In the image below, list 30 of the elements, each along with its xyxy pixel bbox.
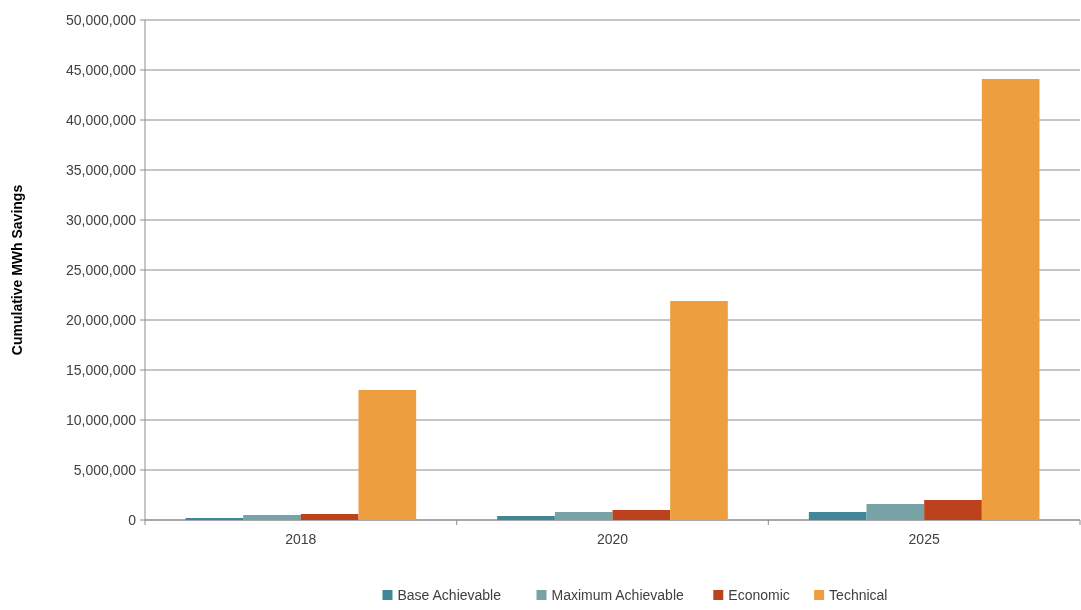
bar [243,515,301,520]
y-tick-label: 30,000,000 [65,211,137,228]
bar [924,500,982,520]
bar [981,79,1040,520]
legend-label: Technical [829,587,888,603]
bar [808,512,867,520]
y-tick-label: 20,000,000 [65,311,137,328]
x-tick-label: 2020 [596,531,629,547]
bar [300,514,359,520]
y-tick-label: 25,000,000 [65,261,137,278]
legend-label: Maximum Achievable [551,587,684,603]
bar [612,510,671,520]
bar [497,516,555,520]
x-tick-label: 2025 [908,531,940,547]
bar [554,512,613,520]
bar [358,390,417,520]
y-tick-label: 40,000,000 [65,111,137,128]
y-tick-label: 35,000,000 [65,161,137,178]
legend-label: Base Achievable [397,587,502,603]
y-tick-label: 5,000,000 [73,461,137,478]
bar [670,301,728,520]
x-tick-label: 2018 [285,531,317,547]
y-axis-title: Cumulative MWh Savings [9,184,25,356]
y-tick-label: 45,000,000 [65,61,137,78]
y-tick-label: 0 [128,511,137,528]
y-tick-label: 10,000,000 [65,411,137,428]
y-tick-label: 50,000,000 [65,11,137,28]
bar [866,504,925,520]
y-tick-label: 15,000,000 [65,361,137,378]
legend-label: Economic [728,587,790,603]
